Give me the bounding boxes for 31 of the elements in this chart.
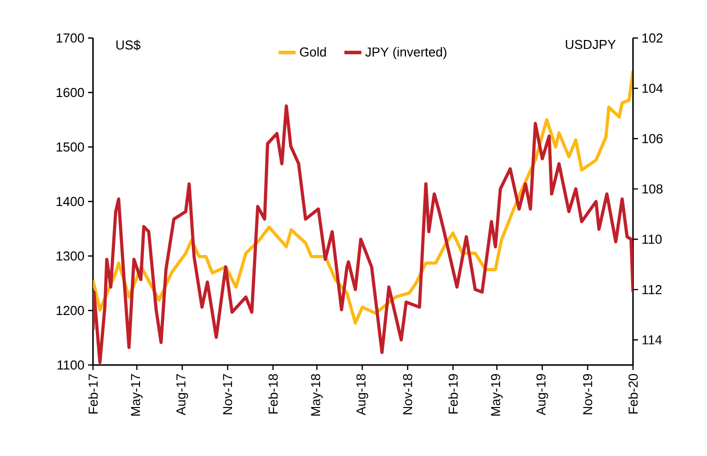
y-tick-label: 1300 <box>56 251 84 261</box>
y2-tick-label: 104 <box>642 84 663 93</box>
y-tick-label: 1100 <box>58 360 84 370</box>
x-tick-label: May-19 <box>491 374 503 416</box>
legend-label: Gold <box>300 47 326 57</box>
y2-tick-label: 106 <box>642 134 663 144</box>
x-tick-label: May-17 <box>131 374 143 416</box>
y-tick-label: 1500 <box>56 142 84 152</box>
x-tick-label: Aug-18 <box>356 374 368 416</box>
x-tick-label: Feb-18 <box>268 374 278 414</box>
y2-tick-label: 112 <box>642 285 662 294</box>
y2-tick-label: 102 <box>642 33 662 43</box>
y-tick-label: 1700 <box>56 33 84 43</box>
y-tick-label: 1400 <box>56 196 84 206</box>
x-tick-label: Feb-17 <box>88 374 98 414</box>
x-tick-label: Feb-19 <box>448 374 458 414</box>
y2-tick-label: 114 <box>642 335 662 344</box>
legend-label: JPY (inverted) <box>365 47 446 60</box>
y-axis-title: US$ <box>116 40 140 50</box>
y-tick-label: 1600 <box>56 88 84 98</box>
x-tick-label: Aug-17 <box>176 374 188 416</box>
y2-axis-title: USDJPY <box>566 40 616 50</box>
y2-tick-label: 110 <box>642 234 662 244</box>
x-tick-label: Feb-20 <box>628 374 638 414</box>
x-tick-label: Aug-19 <box>536 374 548 416</box>
x-tick-label: May-18 <box>311 374 323 416</box>
y-tick-label: 1200 <box>56 306 84 316</box>
y2-tick-label: 108 <box>642 184 663 194</box>
x-tick-label: Nov-18 <box>403 374 412 414</box>
x-tick-label: Nov-19 <box>583 374 592 414</box>
x-tick-label: Nov-17 <box>223 374 232 414</box>
